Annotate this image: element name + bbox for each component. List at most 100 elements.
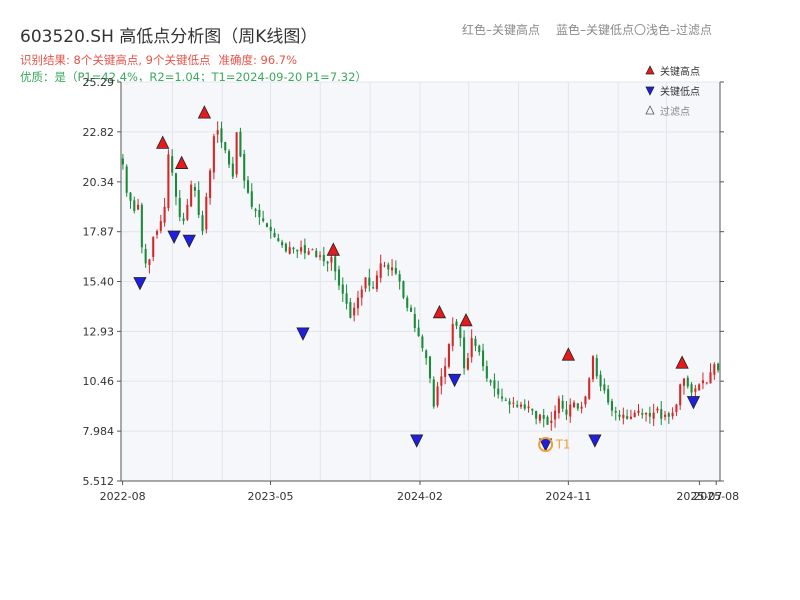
markers: T1: [133, 105, 701, 453]
low-marker: [133, 277, 147, 291]
candle-body: [440, 376, 443, 386]
candle-body: [554, 410, 557, 420]
candle-body: [394, 267, 397, 274]
candle-body: [667, 413, 670, 417]
candle-body: [326, 261, 329, 264]
candle-body: [436, 386, 439, 406]
candle-body: [174, 173, 178, 197]
high-marker: [432, 304, 447, 319]
quality-line: 优质：是（P1=42.4%，R2=1.04；T1=2024-09-20 P1=7…: [20, 70, 367, 84]
high-marker: [326, 242, 340, 256]
t1-label: T1: [555, 438, 571, 452]
candle-body: [660, 409, 663, 419]
candle-body: [133, 200, 136, 211]
y-tick-label: 5.512: [83, 475, 115, 488]
candle-body: [216, 130, 219, 135]
legend-high-symbol: [645, 65, 655, 75]
candle-body: [258, 209, 261, 217]
candle-body: [614, 410, 617, 413]
low-marker: [588, 434, 602, 448]
candle-body: [265, 223, 269, 228]
high-marker: [561, 347, 576, 361]
candle-body: [121, 158, 124, 165]
candle-body: [231, 163, 234, 177]
candle-body: [698, 384, 701, 391]
candle-body: [686, 377, 689, 387]
candle-body: [565, 409, 568, 415]
candle-body: [246, 180, 250, 193]
candle-body: [679, 384, 682, 406]
candle-body: [205, 196, 208, 230]
candle-body: [311, 249, 314, 251]
candle-body: [307, 251, 310, 255]
legend-filtered-symbol: [645, 105, 655, 115]
candle-body: [318, 255, 322, 257]
candle-body: [330, 257, 333, 263]
candle-body: [663, 414, 667, 417]
candle-body: [546, 416, 549, 425]
candle-body: [535, 410, 538, 419]
candle-body: [171, 156, 174, 173]
candle-body: [417, 327, 420, 336]
candle-body: [296, 249, 299, 252]
legend-filtered-label: 过滤点: [660, 105, 690, 118]
candle-body: [341, 284, 344, 294]
candle-body: [682, 378, 686, 386]
candle-body: [610, 401, 613, 411]
legend-low-symbol: [645, 86, 655, 96]
result-prefix: 识别结果:: [20, 53, 74, 67]
candle-body: [493, 380, 496, 389]
candle-body: [300, 247, 303, 252]
legend-light-text: 〇浅色–过滤点: [634, 23, 713, 37]
candle-body: [603, 384, 606, 391]
candle-body: [652, 412, 655, 419]
candle-body: [152, 237, 155, 257]
candle-body: [334, 256, 337, 272]
candle-body: [557, 398, 560, 414]
candle-body: [239, 131, 242, 157]
candle-body: [315, 250, 318, 258]
candle-body: [542, 415, 545, 419]
result-line: 识别结果: 8个关键高点, 9个关键低点 准确度: 96.7%: [20, 52, 297, 68]
candle-body: [637, 410, 640, 413]
candle-body: [425, 350, 428, 359]
low-marker: [686, 396, 701, 410]
candle-body: [228, 151, 231, 165]
candle-body: [485, 366, 488, 379]
candle-body: [523, 404, 526, 409]
candle-body: [262, 218, 265, 221]
candle-body: [701, 380, 704, 384]
candle-body: [186, 204, 189, 220]
legend-red-text: 红色–关键高点: [462, 23, 541, 37]
candle-body: [531, 408, 534, 411]
candle-body: [155, 231, 159, 235]
candle-body: [455, 321, 458, 326]
candle-body: [717, 363, 720, 371]
candle-body: [421, 336, 424, 349]
candle-body: [349, 302, 352, 318]
candle-body: [337, 269, 341, 286]
legend-low-label: 关键低点: [660, 85, 700, 98]
candle-body: [178, 198, 181, 217]
candle-body: [364, 277, 367, 289]
candle-body: [584, 396, 587, 405]
candle-body: [713, 364, 716, 375]
low-marker: [410, 434, 424, 448]
result-counts: 8个关键高点, 9个关键低点: [73, 53, 211, 67]
y-tick-label: 25.29: [83, 76, 115, 89]
y-tick-label: 12.93: [83, 325, 115, 338]
candle-body: [474, 338, 477, 347]
candle-body: [406, 297, 409, 308]
x-tick-label: 2025-08: [693, 490, 739, 503]
candle-body: [626, 416, 629, 419]
legend-high-label: 关键高点: [660, 65, 700, 78]
candle-body: [391, 267, 394, 271]
y-tick-label: 22.82: [83, 126, 115, 139]
t1-ring: [538, 437, 554, 453]
candle-body: [224, 142, 227, 151]
candle-body: [409, 307, 413, 312]
candle-body: [292, 247, 295, 250]
candle-body: [618, 414, 621, 417]
top-color-legend: 红色–关键高点 蓝色–关键低点〇浅色–过滤点: [462, 21, 712, 38]
